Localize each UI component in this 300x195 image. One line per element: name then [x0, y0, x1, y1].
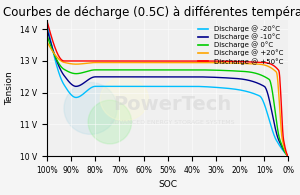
Discharge @ +20°C	[243, 62, 247, 65]
Discharge @ -10°C	[161, 76, 165, 78]
Discharge @ +20°C	[161, 61, 165, 64]
Ellipse shape	[88, 100, 132, 144]
Discharge @ -20°C	[189, 85, 193, 88]
Text: ADVANCED ENERGY STORAGE SYSTEMS: ADVANCED ENERGY STORAGE SYSTEMS	[110, 120, 235, 125]
Discharge @ 0°C	[161, 69, 165, 71]
Line: Discharge @ +50°C: Discharge @ +50°C	[47, 21, 288, 156]
Discharge @ +50°C	[176, 60, 179, 62]
Discharge @ -20°C	[45, 22, 49, 24]
Discharge @ -10°C	[176, 76, 179, 78]
Discharge @ -10°C	[286, 155, 290, 157]
Discharge @ 0°C	[176, 69, 179, 71]
Line: Discharge @ -10°C: Discharge @ -10°C	[47, 29, 288, 156]
Line: Discharge @ -20°C: Discharge @ -20°C	[47, 23, 288, 156]
Discharge @ -10°C	[189, 76, 193, 78]
Discharge @ -20°C	[160, 85, 164, 88]
Text: PowerTech: PowerTech	[113, 95, 232, 114]
Discharge @ +20°C	[176, 61, 179, 64]
Discharge @ +50°C	[161, 60, 165, 62]
Ellipse shape	[64, 82, 117, 134]
Discharge @ +20°C	[45, 41, 49, 43]
Discharge @ 0°C	[286, 155, 290, 157]
Discharge @ -10°C	[45, 28, 49, 30]
Title: Courbes de décharge (0.5C) à différentes températures: Courbes de décharge (0.5C) à différentes…	[3, 5, 300, 19]
Discharge @ 0°C	[160, 69, 164, 71]
Discharge @ -20°C	[286, 155, 290, 157]
Legend: Discharge @ -20°C, Discharge @ -10°C, Discharge @ 0°C, Discharge @ +20°C, Discha: Discharge @ -20°C, Discharge @ -10°C, Di…	[196, 23, 285, 67]
Discharge @ -10°C	[281, 147, 284, 149]
Discharge @ -20°C	[161, 85, 165, 88]
X-axis label: SOC: SOC	[158, 180, 177, 190]
Line: Discharge @ 0°C: Discharge @ 0°C	[47, 36, 288, 156]
Discharge @ +50°C	[160, 60, 164, 62]
Ellipse shape	[100, 77, 148, 121]
Discharge @ 0°C	[189, 69, 193, 71]
Discharge @ +50°C	[243, 61, 247, 63]
Discharge @ 0°C	[281, 146, 284, 148]
Discharge @ +50°C	[45, 20, 49, 22]
Discharge @ -10°C	[160, 76, 164, 78]
Discharge @ 0°C	[45, 35, 49, 37]
Discharge @ +20°C	[189, 61, 193, 64]
Line: Discharge @ +20°C: Discharge @ +20°C	[47, 42, 288, 156]
Y-axis label: Tension: Tension	[6, 71, 15, 105]
Discharge @ -20°C	[176, 85, 179, 88]
Discharge @ 0°C	[243, 70, 247, 73]
Discharge @ +50°C	[189, 60, 193, 62]
Discharge @ +50°C	[286, 155, 290, 157]
Discharge @ +20°C	[160, 61, 164, 64]
Discharge @ -20°C	[243, 90, 247, 92]
Discharge @ -20°C	[281, 149, 284, 151]
Discharge @ -10°C	[243, 78, 247, 81]
Discharge @ +20°C	[281, 140, 284, 142]
Discharge @ +20°C	[286, 155, 290, 157]
Discharge @ +50°C	[281, 129, 284, 131]
